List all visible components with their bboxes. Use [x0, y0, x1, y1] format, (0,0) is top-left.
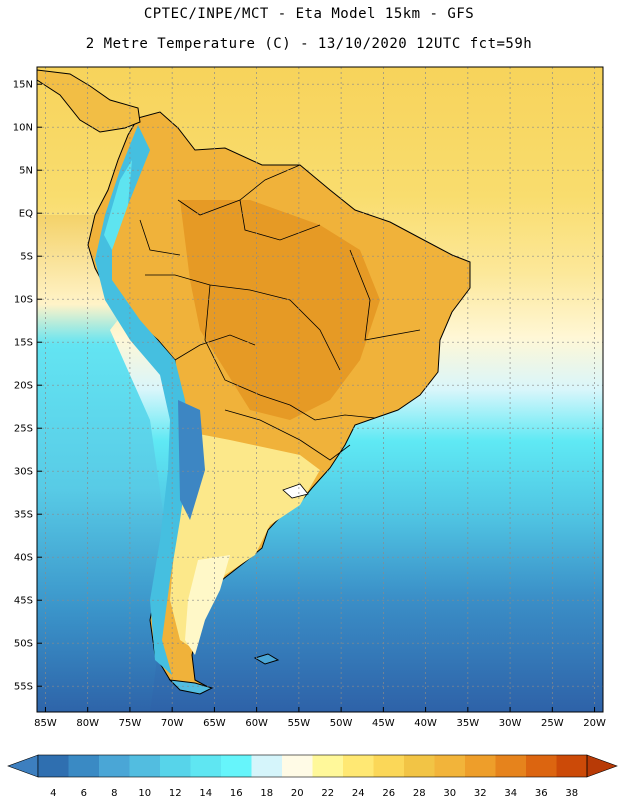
colorbar-label: 20: [291, 788, 304, 799]
lon-tick-label: 55W: [288, 718, 311, 729]
colorbar-label: 16: [230, 788, 243, 799]
colorbar-label: 22: [321, 788, 334, 799]
lon-tick-label: 20W: [583, 718, 606, 729]
colorbar-swatch: [526, 755, 557, 777]
colorbar-label: 6: [81, 788, 87, 799]
map-frame: [36, 66, 604, 713]
colorbar-frame: [37, 754, 588, 778]
colorbar-label: 30: [443, 788, 456, 799]
tierra-del-fuego: [168, 679, 214, 695]
lat-tick-label: 50S: [14, 639, 33, 650]
map-field: [37, 67, 603, 712]
lon-tick-label: 75W: [119, 718, 142, 729]
rio-de-la-plata: [282, 483, 309, 499]
lon-tick-label: 40W: [414, 718, 437, 729]
northern-andes-band: [104, 160, 132, 250]
lon-tick-label: 50W: [330, 718, 353, 729]
colorbar-low-arrow: [7, 754, 39, 778]
lat-tick-label: 5S: [20, 252, 33, 263]
lon-tick-label: 45W: [372, 718, 395, 729]
colorbar-swatch: [99, 755, 130, 777]
colorbar-label: 26: [382, 788, 395, 799]
colorbar-label: 36: [535, 788, 548, 799]
colorbar-label: 8: [111, 788, 117, 799]
lat-tick-label: 35S: [14, 510, 33, 521]
colorbar-label: 34: [504, 788, 517, 799]
colorbar-swatch: [495, 755, 527, 777]
temperature-colorbar: 4 6 8 10 12 14 16 18 20 22 24 26 28 30 32 34 36 38: [7, 754, 618, 799]
colorbar-label: 10: [138, 788, 151, 799]
lon-tick-label: 35W: [457, 718, 480, 729]
lat-tick-label: 20S: [14, 381, 33, 392]
colorbar-swatch: [190, 755, 222, 777]
colorbar-swatch: [68, 755, 100, 777]
lon-tick-label: 25W: [541, 718, 564, 729]
colorbar-label: 14: [199, 788, 212, 799]
colorbar-label: 24: [352, 788, 365, 799]
colorbar-swatch: [373, 755, 405, 777]
colorbar-swatch: [404, 755, 435, 777]
colorbar-swatch: [465, 755, 496, 777]
patagonia-zone: [185, 555, 230, 655]
lat-tick-label: 45S: [14, 596, 33, 607]
lon-tick-label: 60W: [245, 718, 268, 729]
colorbar-high-arrow: [586, 754, 618, 778]
lat-tick-label: 25S: [14, 424, 33, 435]
colorbar-swatch: [38, 755, 69, 777]
colorbar-label: 18: [260, 788, 273, 799]
lat-tick-label: 10S: [14, 295, 33, 306]
colorbar-swatch: [221, 755, 252, 777]
lat-tick-label: 15N: [13, 80, 33, 91]
lon-tick-label: 80W: [76, 718, 99, 729]
central-andes-cold-core: [178, 400, 205, 520]
lon-tick-label: 65W: [203, 718, 226, 729]
colorbar-swatch: [556, 755, 588, 777]
colorbar-swatch: [129, 755, 161, 777]
colorbar-label: 12: [169, 788, 182, 799]
lon-tick-label: 70W: [161, 718, 184, 729]
central-america-landmass: [37, 69, 141, 133]
colorbar-label: 32: [474, 788, 487, 799]
falkland-islands: [253, 653, 280, 665]
lat-tick-label: 30S: [14, 467, 33, 478]
colorbar-swatch: [343, 755, 374, 777]
lat-tick-label: 55S: [14, 682, 33, 693]
lon-tick-label: 30W: [499, 718, 522, 729]
lat-tick-label: 40S: [14, 553, 33, 564]
lon-tick-label: 85W: [34, 718, 57, 729]
longitude-axis: 85W 80W 75W 70W 65W 60W 55W 50W 45W 40W 35W 30W 25W 2…: [34, 707, 606, 729]
colorbar-label: 38: [565, 788, 578, 799]
colorbar-swatch: [251, 755, 283, 777]
colorbar-label: 28: [413, 788, 426, 799]
colorbar-swatch: [282, 755, 313, 777]
lat-tick-label: EQ: [19, 209, 33, 220]
colorbar-swatch: [312, 755, 344, 777]
graticule: [37, 67, 603, 712]
hot-interior-zone: [180, 200, 380, 420]
lat-tick-label: 5N: [19, 166, 33, 177]
andes-cold-band: [95, 125, 190, 675]
colorbar-label: 4: [50, 788, 56, 799]
country-borders: [139, 164, 421, 461]
colorbar-swatch: [160, 755, 191, 777]
map-title-line2: 2 Metre Temperature (C) - 13/10/2020 12U…: [85, 36, 533, 52]
map-title-line1: CPTEC/INPE/MCT - Eta Model 15km - GFS: [143, 6, 475, 22]
colorbar-swatch: [434, 755, 466, 777]
lat-tick-label: 15S: [14, 338, 33, 349]
lat-tick-label: 10N: [13, 123, 33, 134]
latitude-axis: 15N 10N 5N EQ 5S 10S 15S 20S 25S 30S 35S 40S 45S 50S 5…: [13, 80, 42, 693]
